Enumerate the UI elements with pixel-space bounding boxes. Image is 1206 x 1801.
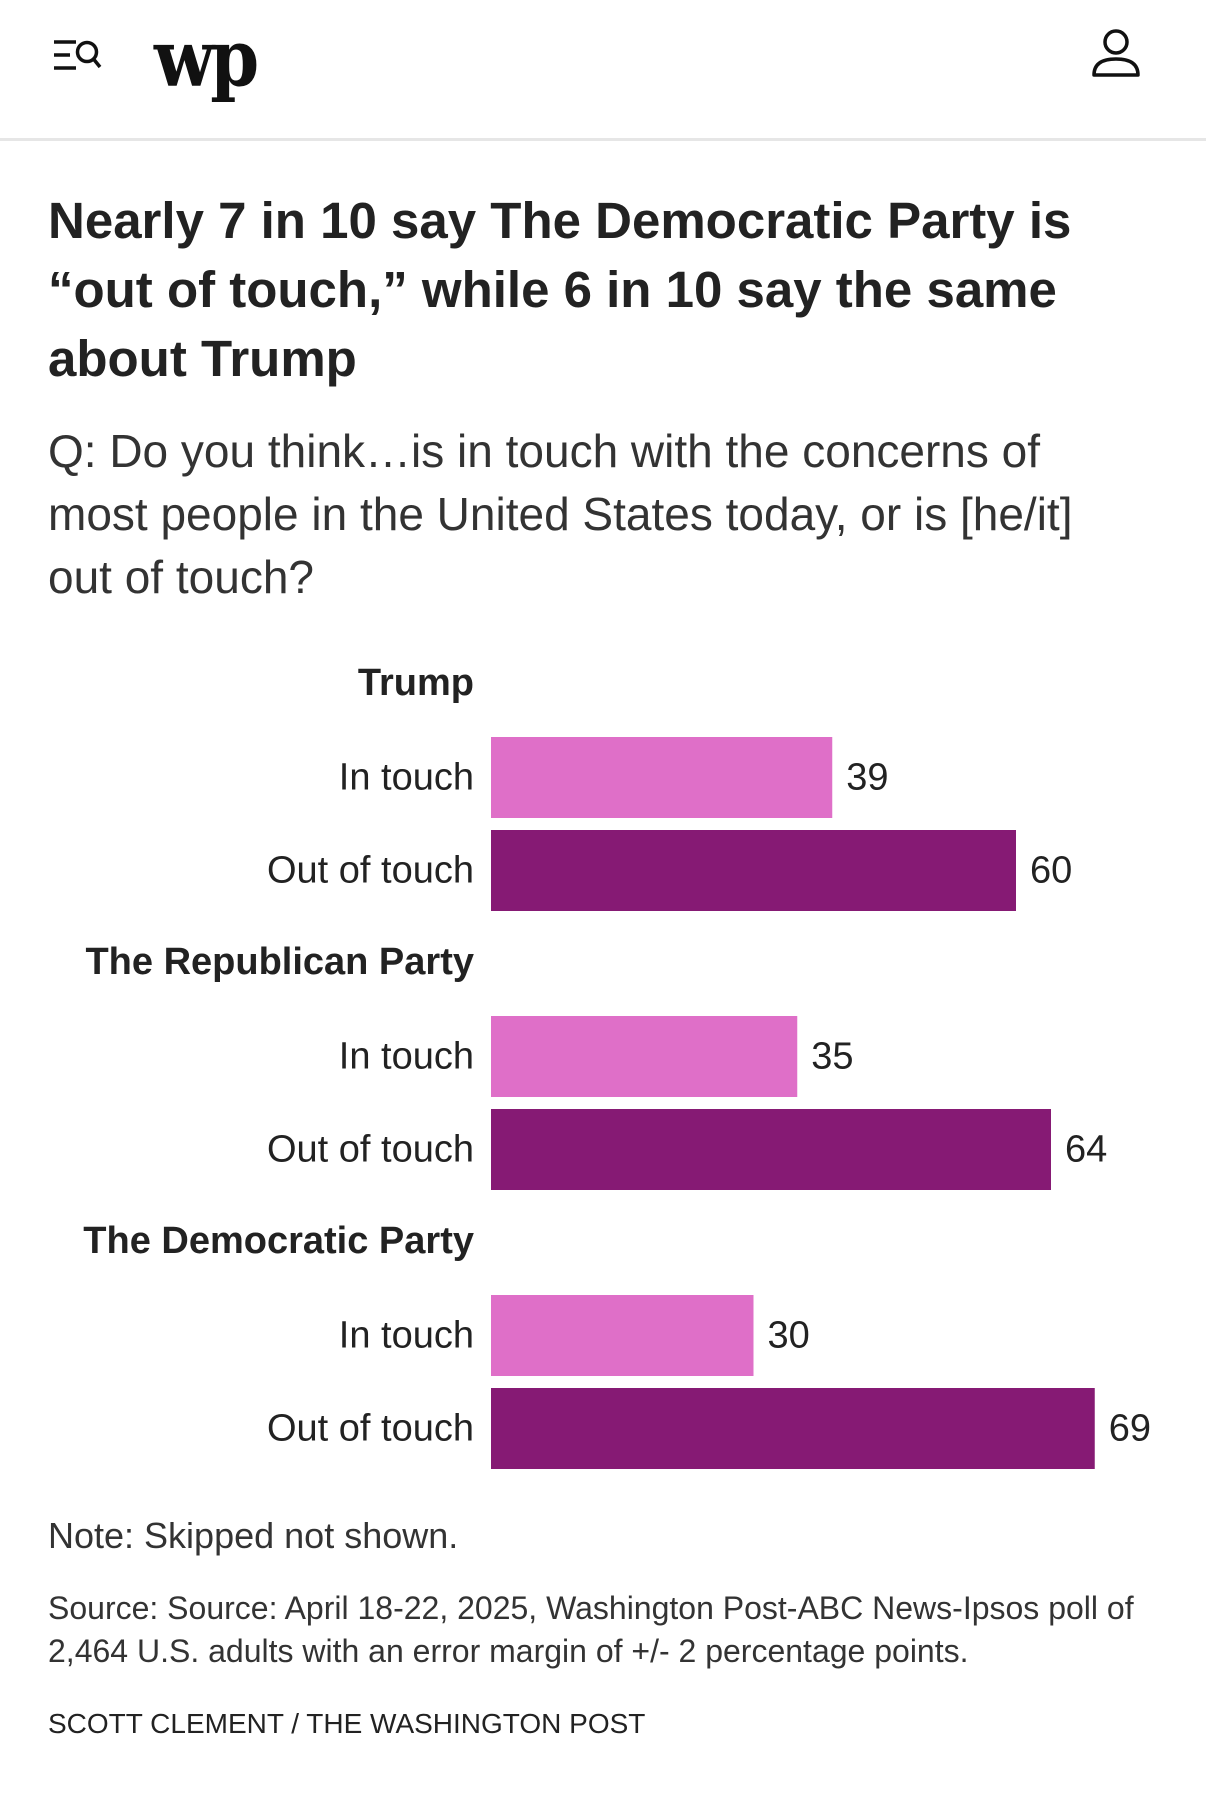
user-icon [1092,29,1140,77]
bar-value-label: 30 [768,1315,810,1357]
bar [491,1109,1051,1190]
chart-source: Source: Source: April 18-22, 2025, Washi… [48,1590,1134,1669]
group-label: Trump [358,662,474,704]
bar-category-label: In touch [339,757,474,799]
bar-value-label: 39 [846,757,888,799]
group-label: The Democratic Party [83,1220,474,1262]
chart-credit: SCOTT CLEMENT / THE WASHINGTON POST [48,1708,646,1739]
survey-question: Q: Do you think…is in touch with the con… [48,425,1073,603]
bar-category-label: Out of touch [267,1408,474,1450]
top-bar: wp [0,0,1206,141]
chart-note: Note: Skipped not shown. [48,1515,459,1556]
menu-search-icon [54,40,102,70]
bar [491,1295,754,1376]
bar-value-label: 69 [1109,1408,1151,1450]
bar [491,830,1016,911]
bar-category-label: Out of touch [267,1129,474,1171]
bar-value-label: 35 [811,1036,853,1078]
bar [491,1388,1095,1469]
headline: Nearly 7 in 10 say The Democratic Party … [48,192,1072,387]
account-button[interactable] [1090,26,1142,82]
bar-category-label: Out of touch [267,850,474,892]
bar-chart: Trump In touch 39 Out of touch 60 The Republi… [83,662,1151,1469]
washington-post-logo[interactable]: wp [154,11,259,105]
bar-category-label: In touch [339,1315,474,1357]
menu-search-button[interactable] [44,26,110,86]
bar [491,1016,798,1097]
bar-value-label: 60 [1030,850,1072,892]
group-label: The Republican Party [85,941,474,983]
bar-value-label: 64 [1065,1129,1107,1171]
bar [491,737,833,818]
bar-category-label: In touch [339,1036,474,1078]
